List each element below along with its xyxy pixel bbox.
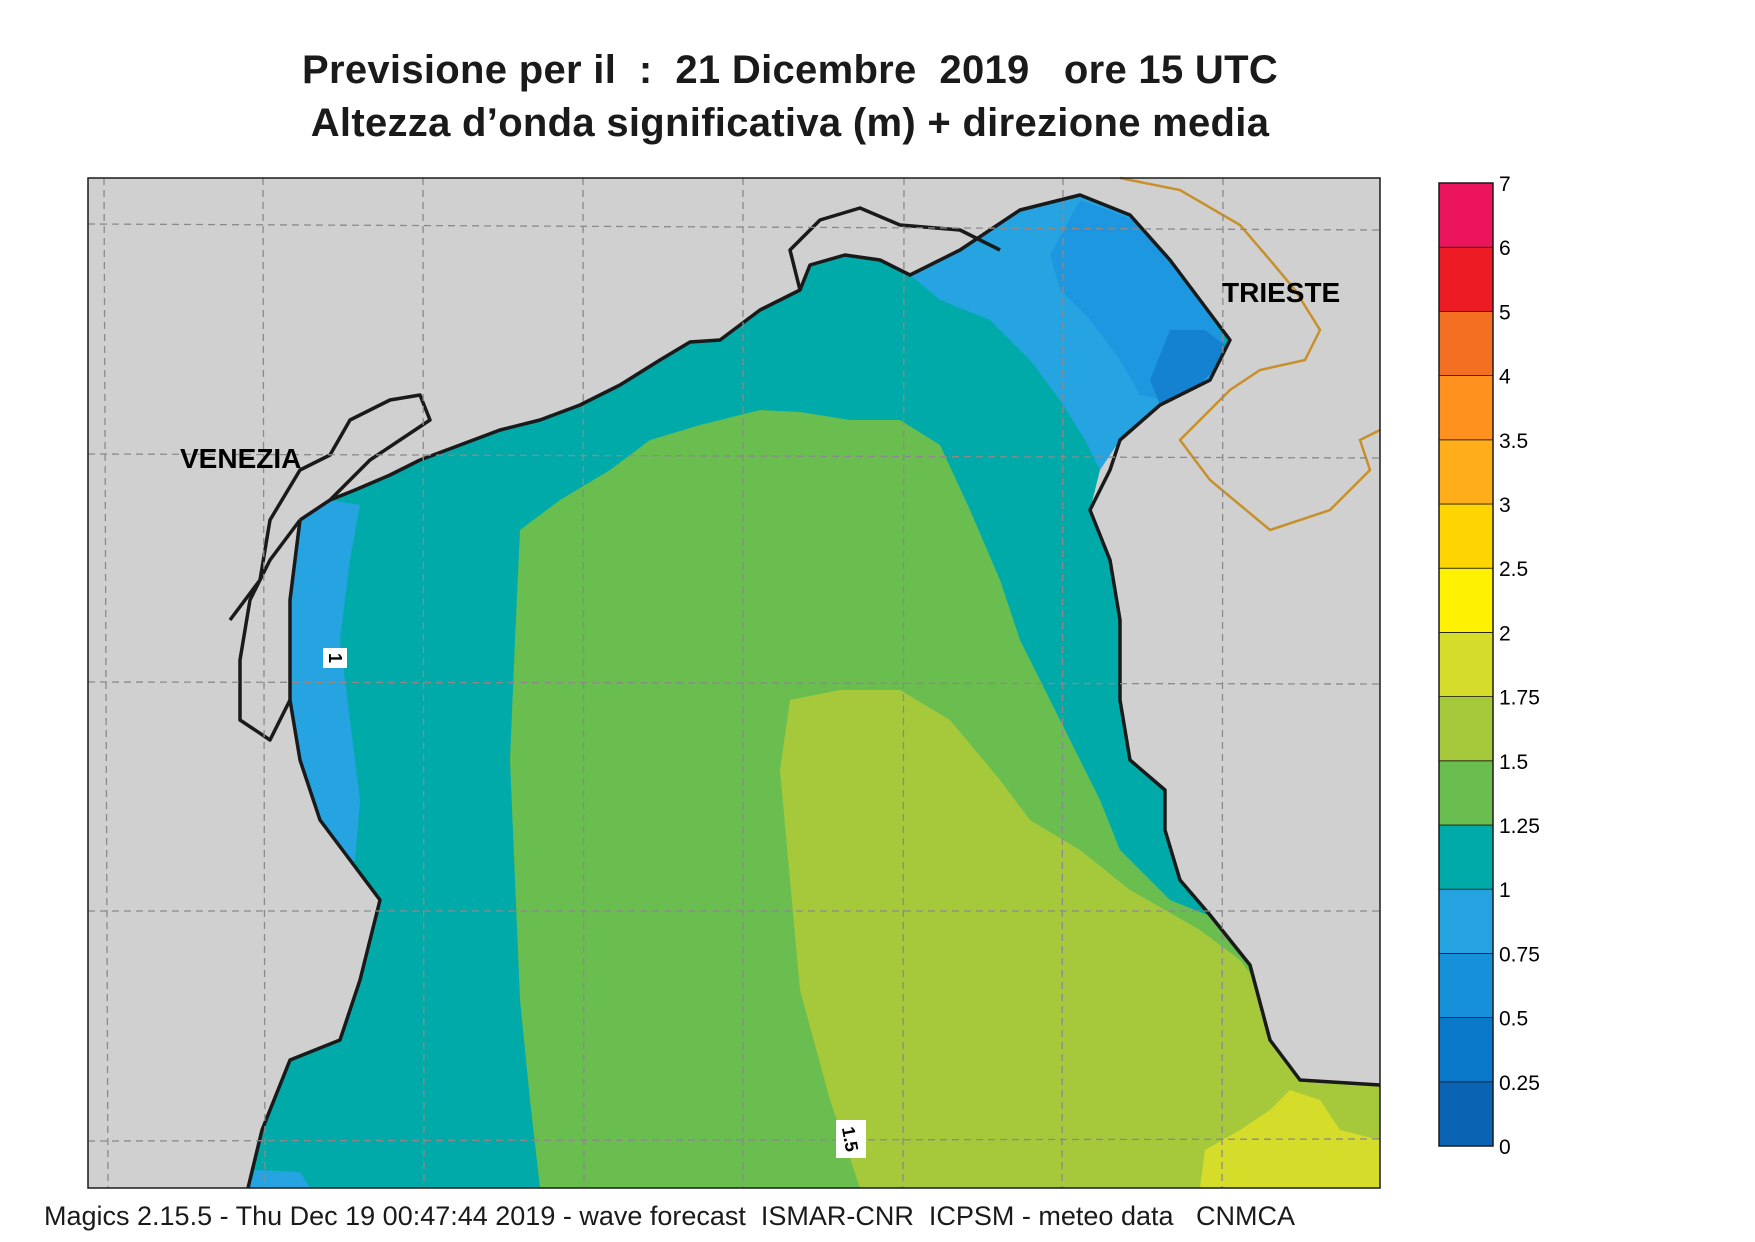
legend-swatch [1438,567,1494,633]
legend-swatch [1438,888,1494,954]
city-label-venezia: VENEZIA [180,443,301,474]
legend-level-label: 4 [1499,366,1511,389]
sea-region-1.5-1.75 [780,690,1380,1188]
legend-level-label: 1.75 [1499,687,1540,710]
contour-label-1-text: 1 [325,653,345,663]
contour-label-1.5: 1.5 [836,1120,866,1158]
footer-credits: Magics 2.15.5 - Thu Dec 19 00:47:44 2019… [44,1201,1296,1231]
legend-level-label: 1.25 [1499,815,1540,838]
legend-level-label: 5 [1499,301,1511,324]
legend-swatch [1438,503,1494,569]
legend-swatch [1438,632,1494,698]
legend-swatch [1438,1081,1494,1147]
grid-line [422,177,425,1189]
land-east [1090,320,1380,1085]
coastline-north [299,193,1381,1087]
legend-swatch [1438,439,1494,505]
legend-level-label: 6 [1499,237,1511,260]
contour-label-1.5-text: 1.5 [838,1125,862,1153]
legend-level-label: 0.75 [1499,943,1540,966]
legend-frame [1438,182,1494,1147]
legend-swatch [1438,760,1494,826]
legend-level-label: 3 [1499,494,1511,517]
lagoon-outline [228,393,432,742]
coastlines [228,193,1381,1189]
sea-fields [248,195,1380,1188]
legend-labels: 0 0.25 0.5 0.75 1 1.25 1.5 1.75 2 2.5 3 3.5 4 5 6 7 [1499,173,1540,1159]
sea-region-sw-0.75-1 [248,1170,310,1188]
legend-swatch [1438,824,1494,890]
legend-level-label: 1 [1499,879,1511,902]
graticule [87,177,1381,1189]
map-subtitle: Altezza d’onda significativa (m) + direz… [310,101,1270,145]
legend-swatch [1438,375,1494,441]
contour-label-1: 1 [323,648,347,668]
grid-line [262,177,266,1189]
legend-level-label: 7 [1499,173,1511,196]
land-masses [88,178,1380,1188]
grid-line [902,177,905,1189]
city-label-trieste: TRIESTE [1222,277,1340,308]
legend-swatch [1438,1017,1494,1083]
legend-level-label: 2.5 [1499,558,1528,581]
legend-swatch [1438,246,1494,312]
legend-level-label: 0.5 [1499,1008,1528,1031]
grid-line [1221,177,1224,1189]
map-frame [87,177,1381,1189]
national-border [1119,176,1381,532]
legend-level-label: 0 [1499,1136,1511,1159]
legend-swatches [1438,182,1494,1147]
grado-lagoon-outline [788,206,1001,291]
legend-swatch [1438,953,1494,1019]
legend-level-label: 3.5 [1499,430,1528,453]
legend-swatch [1438,696,1494,762]
legend-swatch [1438,310,1494,376]
legend-level-label: 1.5 [1499,751,1528,774]
legend-level-label: 0.25 [1499,1072,1540,1095]
sea-region-ne-0.25-0.5 [1150,330,1225,405]
grid-line [103,177,109,1189]
venice-lagoon-land [230,395,430,740]
legend-level-label: 2 [1499,622,1511,645]
map-title: Previsione per il : 21 Dicembre 2019 ore… [301,48,1279,92]
legend-swatch [1438,182,1494,248]
coastline-west [246,519,382,1189]
colour-bar-legend: 0 0.25 0.5 0.75 1 1.25 1.5 1.75 2 2.5 3 3.5 4 5 6 7 [1438,173,1540,1159]
